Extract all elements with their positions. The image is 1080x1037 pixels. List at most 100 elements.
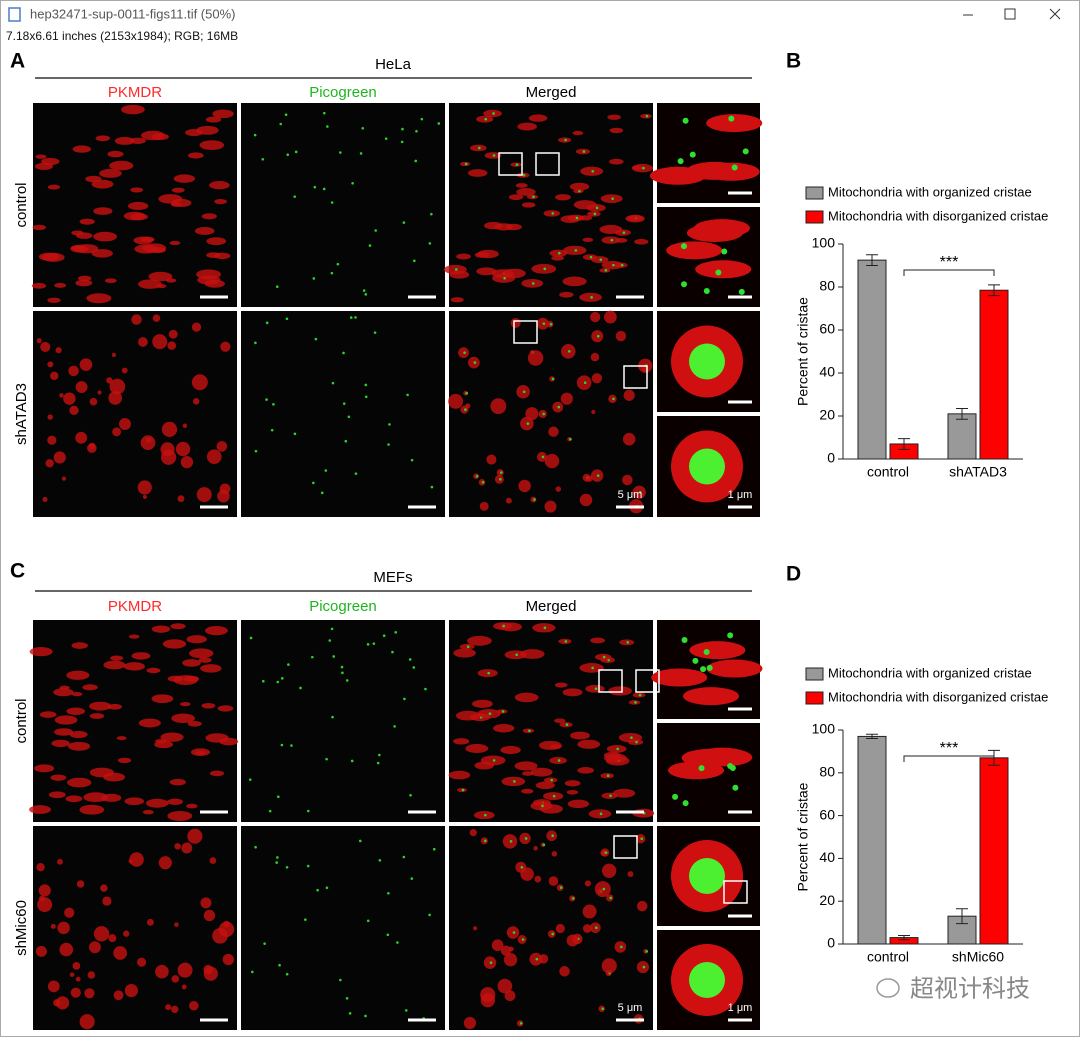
mitochondria xyxy=(473,926,478,931)
mitochondria xyxy=(69,730,88,739)
mitochondria xyxy=(196,487,212,503)
nucleoid xyxy=(680,243,687,250)
mitochondria xyxy=(448,393,464,409)
nucleoid xyxy=(391,650,394,654)
nucleoid xyxy=(489,961,493,964)
nucleoid xyxy=(270,428,274,432)
bar xyxy=(979,289,1009,460)
mitochondria xyxy=(54,715,78,725)
nucleoid xyxy=(330,271,334,275)
mitochondria xyxy=(167,798,183,805)
mitochondria xyxy=(47,184,61,190)
nucleoid xyxy=(414,159,418,163)
nucleoid xyxy=(312,277,316,280)
nucleoid xyxy=(622,231,626,234)
nucleoid xyxy=(316,888,319,892)
mitochondria xyxy=(113,946,128,960)
nucleoid xyxy=(284,113,288,117)
mitochondria xyxy=(549,744,562,750)
mitochondria xyxy=(548,426,559,437)
mitochondria xyxy=(577,767,594,774)
nucleoid xyxy=(465,391,468,395)
close-button[interactable] xyxy=(1049,8,1061,20)
row-label: shMic60 xyxy=(13,900,30,956)
y-tick-label: 40 xyxy=(819,364,835,380)
nucleoid xyxy=(382,634,386,638)
nucleoid xyxy=(285,866,289,869)
y-tick-label: 0 xyxy=(827,450,835,466)
nucleoid xyxy=(501,710,505,713)
nucleoid xyxy=(331,381,335,385)
mitochondria xyxy=(187,828,203,844)
mitochondria xyxy=(601,958,617,974)
mitochondria xyxy=(590,311,601,323)
nucleoid xyxy=(488,712,492,715)
image-info: 7.18x6.61 inches (2153x1984); RGB; 16MB xyxy=(6,29,238,43)
nucleoid xyxy=(293,432,297,436)
mitochondria xyxy=(186,803,198,809)
column-label: Picogreen xyxy=(309,84,377,101)
nucleoid xyxy=(378,753,381,757)
nucleoid xyxy=(339,978,342,982)
nucleoid xyxy=(532,195,535,199)
mitochondria xyxy=(93,926,110,942)
nucleoid xyxy=(551,377,555,381)
nucleoid xyxy=(364,383,368,387)
mitochondria xyxy=(538,954,549,964)
mitochondria xyxy=(146,667,161,674)
scale-bar-label: 1 μm xyxy=(728,1002,753,1014)
mitochondria xyxy=(100,884,108,892)
x-tick-label: control xyxy=(867,464,909,480)
legend-label: Mitochondria with organized cristae xyxy=(828,665,1032,680)
nucleoid xyxy=(612,397,615,401)
app-icon xyxy=(8,7,21,22)
nucleoid xyxy=(531,282,535,285)
mitochondria xyxy=(48,791,66,799)
mitochondria xyxy=(527,350,544,366)
nucleoid xyxy=(293,195,297,198)
zoom-box xyxy=(498,152,523,176)
nucleoid xyxy=(430,485,434,489)
nucleoid xyxy=(593,212,597,216)
y-axis-label: Percent of cristae xyxy=(795,782,811,891)
nucleoid xyxy=(359,152,363,155)
nucleoid xyxy=(559,886,563,889)
nucleoid xyxy=(415,129,418,133)
mitochondria xyxy=(32,224,47,231)
error-bar xyxy=(866,254,878,266)
nucleoid xyxy=(254,845,257,849)
nucleoid xyxy=(689,448,725,485)
panel-letter: C xyxy=(10,560,25,583)
mitochondria xyxy=(217,705,234,712)
mitochondria xyxy=(209,770,225,777)
mitochondria xyxy=(170,202,182,207)
mitochondria xyxy=(562,688,583,697)
x-tick-label: shMic60 xyxy=(952,949,1004,965)
nucleoid xyxy=(464,408,467,411)
nucleoid xyxy=(682,117,689,124)
mitochondria xyxy=(500,745,521,755)
nucleoid xyxy=(589,255,593,259)
nucleoid xyxy=(347,415,351,419)
nucleoid xyxy=(582,150,586,153)
micrograph xyxy=(241,620,445,822)
nucleoid xyxy=(374,229,378,232)
mitochondria xyxy=(146,918,154,926)
mitochondria xyxy=(142,809,154,815)
mitochondria xyxy=(175,441,191,457)
mitochondria xyxy=(89,397,98,406)
nucleoid xyxy=(306,809,310,813)
maximize-button[interactable] xyxy=(1004,8,1016,20)
nucleoid xyxy=(413,259,416,263)
nucleoid xyxy=(620,945,623,949)
nucleoid xyxy=(410,877,414,880)
mitochondria xyxy=(177,962,193,978)
nucleoid xyxy=(499,477,502,481)
mitochondria xyxy=(591,409,596,415)
bar xyxy=(857,259,887,460)
mitochondria xyxy=(61,476,67,481)
nucleoid xyxy=(703,287,710,294)
mitochondria xyxy=(89,713,105,719)
nucleoid xyxy=(689,962,725,998)
mitochondria xyxy=(36,338,42,344)
